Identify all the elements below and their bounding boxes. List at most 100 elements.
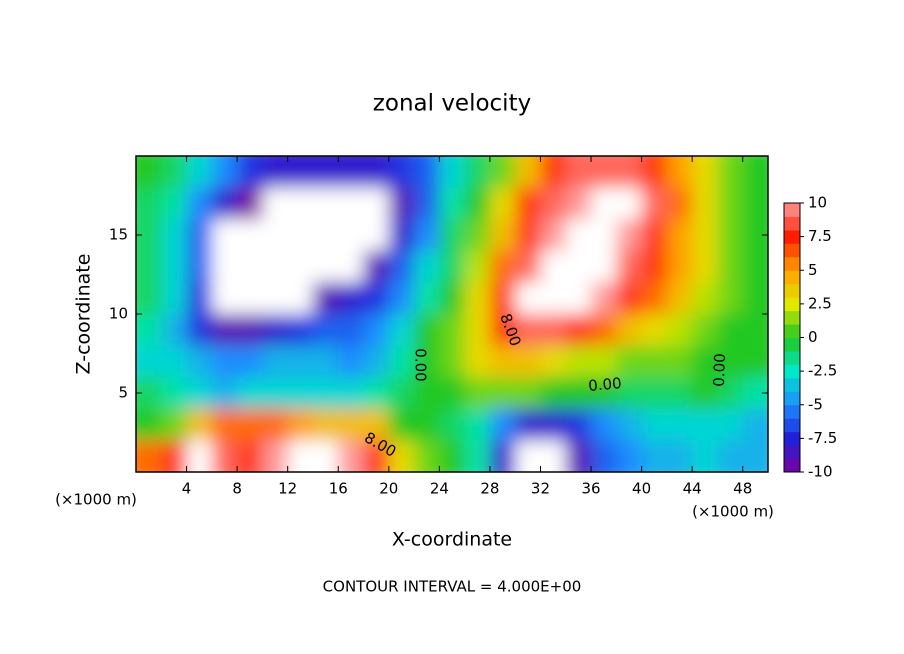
field-cell (464, 345, 491, 378)
field-cell (237, 156, 263, 189)
colorbar-tick-label: 7.5 (808, 227, 832, 245)
field-cell (186, 440, 213, 472)
field-cell (312, 377, 339, 410)
field-cell (565, 314, 592, 347)
field-cell (565, 377, 592, 410)
field-cell (540, 440, 567, 472)
field-cell (666, 282, 693, 315)
field-cell (489, 187, 516, 220)
field-cell (287, 219, 314, 252)
field-cell (338, 345, 365, 378)
field-cell (666, 250, 693, 283)
field-cell (742, 377, 768, 410)
y-unit: (×1000 m) (692, 503, 774, 521)
field-cell (136, 345, 162, 378)
field-cell (616, 377, 643, 410)
field-cell (717, 440, 744, 472)
field-cell (262, 377, 289, 410)
field-cell (540, 219, 567, 252)
field-cell (540, 156, 567, 189)
field-cell (489, 219, 516, 252)
field-cell (464, 377, 491, 410)
field-cell (237, 187, 263, 220)
field-cell (641, 377, 668, 410)
field-cell (515, 345, 541, 378)
field-cell (338, 408, 365, 441)
field-cell (161, 314, 188, 347)
field-cell (186, 250, 213, 283)
contour-label: 0.00 (412, 348, 430, 381)
field-cell (742, 345, 768, 378)
x-tick-label: 12 (278, 480, 297, 498)
field-cell (464, 408, 491, 441)
field-cell (211, 345, 238, 378)
field-cell (591, 250, 617, 283)
field-cell (161, 219, 188, 252)
field-cell (565, 250, 592, 283)
field-cell (186, 156, 213, 189)
field-cell (489, 408, 516, 441)
field-cell (211, 219, 238, 252)
field-cell (414, 156, 440, 189)
field-cell (312, 187, 339, 220)
field-cell (641, 345, 668, 378)
field-cell (439, 282, 466, 315)
x-tick-label: 28 (480, 480, 499, 498)
field-cell (439, 219, 466, 252)
colorbar-tick-label: -10 (808, 463, 833, 481)
field-cell (666, 440, 693, 472)
field-cell (363, 187, 390, 220)
field-cell (136, 408, 162, 441)
field-cell (489, 345, 516, 378)
field-cell (641, 187, 668, 220)
field-cell (287, 250, 314, 283)
field-cell (489, 250, 516, 283)
field-cell (338, 314, 365, 347)
field-cell (161, 187, 188, 220)
x-tick-label: 8 (232, 480, 242, 498)
field-cell (388, 314, 415, 347)
field-cell (414, 314, 440, 347)
field-cell (186, 377, 213, 410)
field-cell (287, 345, 314, 378)
field-cell (363, 314, 390, 347)
field-cell (262, 408, 289, 441)
field-cell (641, 314, 668, 347)
field-cell (237, 345, 263, 378)
colorbar-swatch (784, 377, 800, 392)
field-cell (186, 282, 213, 315)
field-cell (692, 156, 718, 189)
field-cell (616, 408, 643, 441)
field-cell (388, 440, 415, 472)
field-cell (136, 219, 162, 252)
field-cell (666, 219, 693, 252)
colorbar-swatch (784, 350, 800, 365)
colorbar-tick-label: 0 (808, 328, 818, 346)
field-cell (439, 250, 466, 283)
x-tick-label: 32 (531, 480, 550, 498)
colorbar-tick-label: 5 (808, 261, 818, 279)
field-cell (312, 440, 339, 472)
field-cell (287, 408, 314, 441)
field-cell (464, 250, 491, 283)
field-cell (742, 156, 768, 189)
colorbar-tick-label: -5 (808, 395, 823, 413)
field-cell (464, 156, 491, 189)
field-cell (262, 250, 289, 283)
field-cell (666, 345, 693, 378)
field-cell (439, 345, 466, 378)
colorbar-swatch (784, 283, 800, 298)
colorbar-swatch (784, 203, 800, 217)
field-cell (591, 377, 617, 410)
field-cell (489, 314, 516, 347)
field-cell (211, 408, 238, 441)
field-cell (591, 156, 617, 189)
field-cell (388, 250, 415, 283)
field-cell (338, 282, 365, 315)
field-cell (591, 345, 617, 378)
field-cell (742, 250, 768, 283)
field-cell (161, 408, 188, 441)
field-cell (388, 345, 415, 378)
field-cell (540, 345, 567, 378)
field-cell (136, 440, 162, 472)
